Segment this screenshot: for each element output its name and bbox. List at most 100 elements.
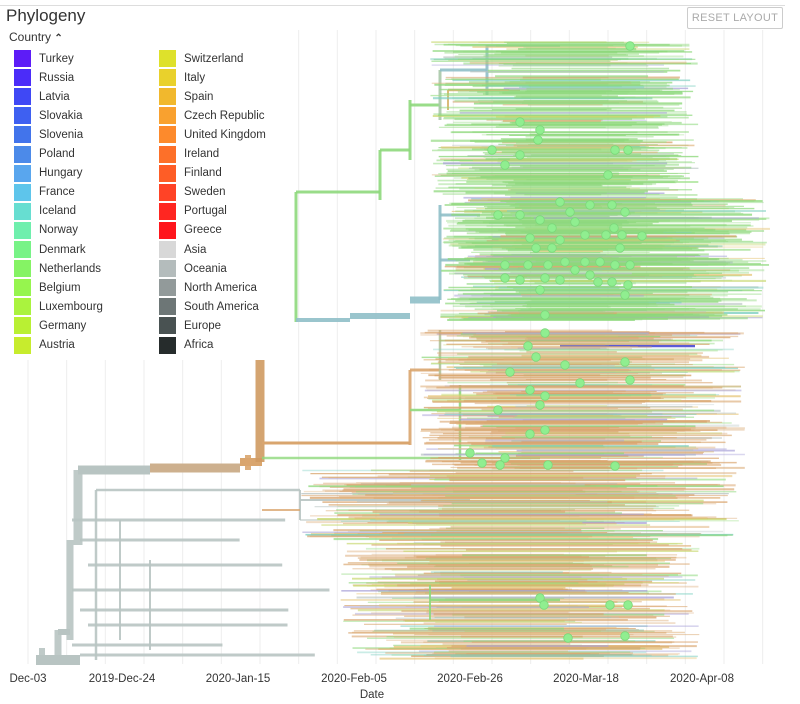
legend-item-hungary[interactable]: Hungary [14, 164, 83, 182]
legend-item-switzerland[interactable]: Switzerland [159, 50, 243, 67]
tree-tip [625, 375, 635, 385]
legend-label: Turkey [39, 52, 74, 65]
legend-label: Netherlands [39, 262, 102, 275]
tree-tip [595, 257, 605, 267]
legend-toggle[interactable]: Country ⌃ [9, 30, 63, 44]
legend-label: Sweden [184, 186, 226, 199]
legend-item-belgium[interactable]: Belgium [14, 279, 81, 297]
legend-label: Hungary [39, 167, 83, 180]
tree-tip [555, 197, 565, 207]
legend-item-europe[interactable]: Europe [159, 317, 221, 335]
tree-tip [607, 277, 617, 287]
legend-item-asia[interactable]: Asia [159, 241, 206, 258]
legend-item-greece[interactable]: Greece [159, 221, 222, 239]
legend-item-czech-republic[interactable]: Czech Republic [159, 107, 265, 125]
x-axis-label: Date [360, 689, 384, 701]
legend-item-austria[interactable]: Austria [14, 336, 75, 354]
legend-item-sweden[interactable]: Sweden [159, 183, 226, 201]
panel-title: Phylogeny [6, 6, 86, 25]
tree-tips [465, 41, 647, 643]
legend-swatch [14, 183, 31, 201]
legend-item-united-kingdom[interactable]: United Kingdom [159, 126, 266, 144]
legend-item-italy[interactable]: Italy [159, 69, 206, 87]
legend-item-poland[interactable]: Poland [14, 145, 75, 163]
tree-tip [580, 257, 590, 267]
legend-label: Italy [184, 71, 206, 84]
legend-item-slovenia[interactable]: Slovenia [14, 126, 84, 144]
x-tick-label: Dec-03 [9, 673, 46, 685]
legend-swatch [159, 107, 176, 125]
legend-swatch [159, 336, 176, 354]
legend-swatch [14, 279, 31, 297]
x-tick-label: 2020-Feb-26 [437, 673, 503, 685]
legend-item-latvia[interactable]: Latvia [14, 88, 70, 106]
legend-item-north-america[interactable]: North America [159, 279, 257, 297]
legend-swatch [14, 336, 31, 354]
legend-item-germany[interactable]: Germany [14, 317, 86, 335]
legend-label: North America [184, 281, 257, 294]
legend-item-portugal[interactable]: Portugal [159, 202, 227, 220]
legend-swatch [159, 50, 176, 67]
legend-label: Czech Republic [184, 109, 265, 122]
legend-swatch [159, 202, 176, 220]
tree-tip [465, 448, 475, 458]
legend-background [0, 28, 262, 360]
legend-item-spain[interactable]: Spain [159, 88, 214, 106]
legend-item-slovakia[interactable]: Slovakia [14, 107, 83, 125]
legend-label: Denmark [39, 243, 86, 256]
legend-label: Austria [39, 339, 75, 351]
tree-tip [535, 215, 545, 225]
legend-label: Slovakia [39, 109, 83, 122]
header-rule [0, 5, 785, 6]
legend-label: Finland [184, 167, 222, 180]
tree-tip [531, 352, 541, 362]
legend-item-luxembourg[interactable]: Luxembourg [14, 298, 103, 316]
legend-label: Portugal [184, 205, 227, 218]
tree-tip [615, 243, 625, 253]
legend-item-oceania[interactable]: Oceania [159, 260, 227, 278]
tree-tip [623, 145, 633, 155]
tree-tip [493, 405, 503, 415]
tree-tip [555, 275, 565, 285]
tree-tip [515, 275, 525, 285]
tree-tip [623, 600, 633, 610]
legend-swatch [14, 260, 31, 278]
legend-item-south-america[interactable]: South America [159, 298, 259, 316]
x-tick-label: 2020-Apr-08 [670, 673, 734, 685]
tree-tip [523, 341, 533, 351]
legend-swatch [14, 317, 31, 335]
x-tick-label: 2020-Mar-18 [553, 673, 619, 685]
tree-tip [525, 233, 535, 243]
legend-item-finland[interactable]: Finland [159, 164, 222, 182]
tree-tip [525, 385, 535, 395]
legend-item-ireland[interactable]: Ireland [159, 145, 219, 163]
tree-tip [539, 600, 549, 610]
x-tick-label: 2019-Dec-24 [89, 673, 156, 685]
tree-tip [535, 285, 545, 295]
tree-tip [610, 260, 620, 270]
tree-tip [570, 265, 580, 275]
tree-tip [505, 367, 515, 377]
legend-item-russia[interactable]: Russia [14, 69, 74, 87]
legend-label: Latvia [39, 90, 70, 103]
legend-item-turkey[interactable]: Turkey [14, 50, 74, 67]
legend-swatch [159, 260, 176, 278]
legend-label: Slovenia [39, 128, 84, 141]
legend-item-france[interactable]: France [14, 183, 75, 201]
tree-tip [515, 210, 525, 220]
tree-tip [563, 633, 573, 643]
tree-tip [487, 145, 497, 155]
tree-tip [620, 290, 630, 300]
tree-tip [570, 217, 580, 227]
legend-item-denmark[interactable]: Denmark [14, 241, 86, 258]
reset-layout-button[interactable]: RESET LAYOUT [687, 7, 783, 29]
tree-tip [593, 277, 603, 287]
legend-item-iceland[interactable]: Iceland [14, 202, 76, 220]
legend-label: United Kingdom [184, 128, 266, 141]
legend-item-africa[interactable]: Africa [159, 336, 213, 354]
legend-item-netherlands[interactable]: Netherlands [14, 260, 102, 278]
legend-item-norway[interactable]: Norway [14, 221, 78, 239]
legend-label: Norway [39, 224, 78, 237]
legend-label: Spain [184, 90, 214, 103]
